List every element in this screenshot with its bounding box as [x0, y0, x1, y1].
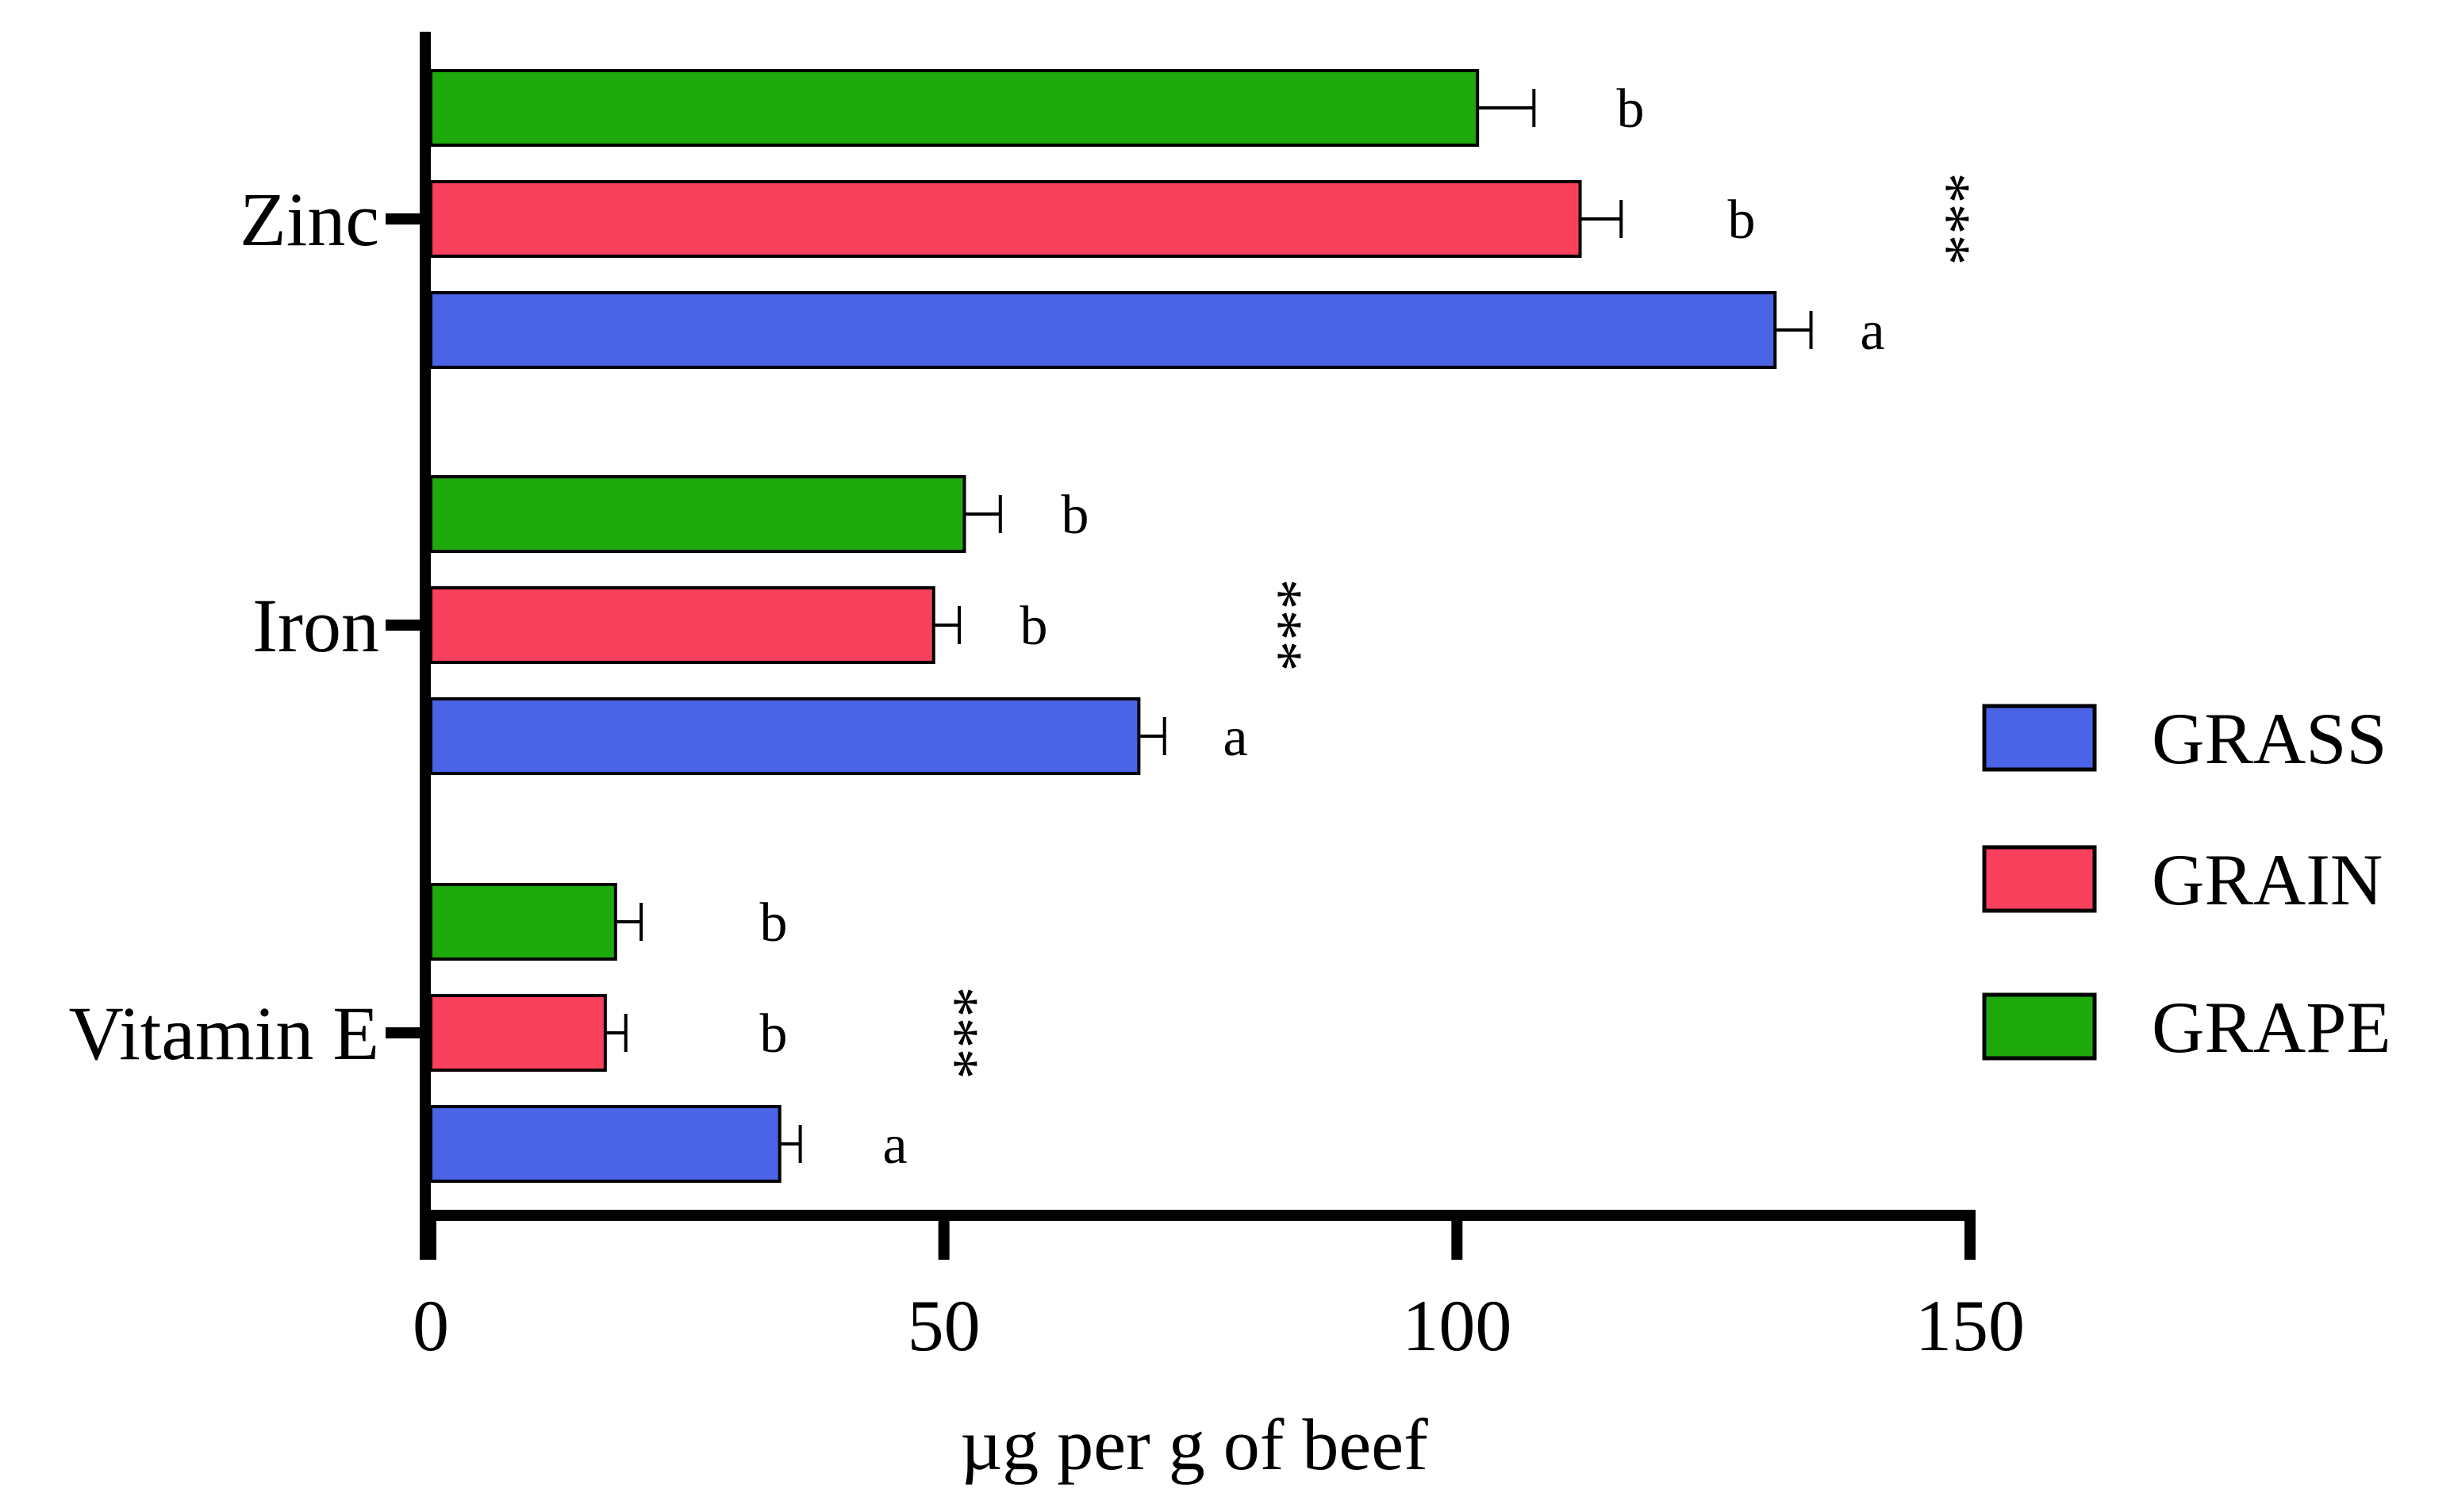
x-tick-label: 50	[908, 1285, 981, 1366]
letter-grain-vitamin-e: b	[760, 1004, 788, 1065]
legend: GRASS GRAIN GRAPE	[1982, 698, 2391, 1068]
y-tick-label: Zinc	[240, 177, 379, 262]
x-tick-label: 150	[1915, 1285, 2025, 1366]
bar-grape-vitamin-e	[429, 883, 617, 961]
x-tick-label: 0	[413, 1285, 449, 1366]
legend-swatch-grape	[1982, 992, 2097, 1061]
bar-grain-vitamin-e	[429, 994, 607, 1072]
significance-zinc: ***	[1914, 173, 1984, 266]
significance-iron: ***	[1246, 579, 1315, 672]
bar-grass-vitamin-e	[429, 1105, 782, 1183]
significance-vitamin-e: ***	[923, 987, 992, 1080]
letter-grass-zinc: a	[1860, 301, 1884, 362]
bar-grape-zinc	[429, 69, 1480, 147]
x-axis-title: µg per g of beef	[960, 1404, 1428, 1485]
letter-grape-vitamin-e: b	[760, 892, 788, 954]
letter-grass-vitamin-e: a	[882, 1115, 907, 1176]
axes-layer	[386, 32, 1976, 1260]
letter-grain-iron: b	[1020, 596, 1048, 657]
letter-grain-zinc: b	[1728, 190, 1756, 251]
bar-grape-iron	[429, 475, 966, 553]
letter-grape-zinc: b	[1617, 79, 1645, 140]
letter-grass-iron: a	[1223, 707, 1247, 768]
bars-layer	[429, 69, 1813, 1183]
legend-label-grain: GRAIN	[2152, 839, 2383, 920]
bar-grain-iron	[429, 586, 935, 664]
bar-grass-zinc	[429, 291, 1777, 369]
legend-swatch-grass	[1982, 704, 2097, 772]
y-tick-label: Iron	[252, 583, 379, 668]
legend-swatch-grain	[1982, 845, 2097, 913]
bar-grain-zinc	[429, 180, 1582, 258]
bar-grass-iron	[429, 697, 1141, 775]
y-tick-label: Vitamin E	[69, 991, 380, 1076]
legend-label-grape: GRAPE	[2152, 987, 2391, 1068]
x-tick-label: 100	[1402, 1285, 1511, 1366]
letter-grape-iron: b	[1062, 485, 1089, 546]
legend-label-grass: GRASS	[2152, 698, 2387, 779]
